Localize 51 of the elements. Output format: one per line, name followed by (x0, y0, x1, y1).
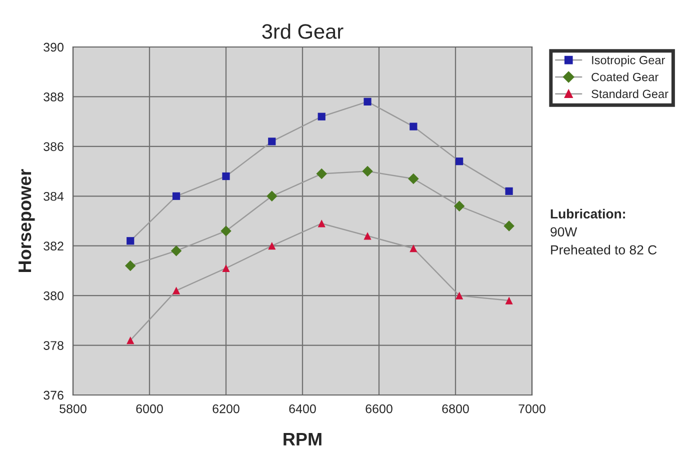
x-tick-label: 7000 (518, 404, 546, 414)
point (505, 187, 513, 195)
point (220, 226, 232, 236)
legend-label: Isotropic Gear (592, 56, 665, 67)
y-tick-label: 388 (44, 92, 64, 102)
point (318, 112, 326, 120)
point (316, 168, 328, 180)
point (222, 264, 230, 272)
chart-title: 3rd Gear (262, 24, 344, 39)
point (318, 220, 326, 228)
point (170, 245, 182, 256)
y-tick-label: 376 (44, 390, 64, 400)
x-tick-label: 6400 (289, 404, 316, 414)
point (126, 336, 134, 344)
x-axis-title: RPM (284, 433, 322, 446)
point (408, 173, 419, 184)
x-tick-label: 6200 (212, 404, 240, 414)
y-tick-label: 380 (44, 291, 64, 300)
text: Preheated to 82 C (551, 244, 657, 255)
point (456, 158, 464, 166)
point (456, 292, 464, 300)
point (268, 138, 276, 146)
legend-label: Coated Gear (592, 72, 658, 82)
y-tick-label: 386 (44, 142, 64, 152)
x-tick-label: 6800 (442, 404, 469, 414)
point (126, 237, 134, 245)
point (172, 192, 180, 200)
text: Lubrication: (550, 208, 625, 219)
y-tick-label: 378 (44, 341, 64, 350)
y-tick-label: 390 (44, 42, 64, 52)
point (454, 200, 465, 212)
legend-label: Standard Gear (592, 89, 668, 98)
point (364, 98, 372, 106)
text: 90W (550, 227, 578, 237)
point (268, 242, 276, 250)
x-tick-label: 6000 (136, 404, 163, 414)
point (410, 244, 418, 252)
y-axis-title: Horsepower (18, 169, 35, 272)
point (172, 286, 180, 294)
point (504, 220, 514, 232)
point (362, 166, 373, 177)
x-tick-label: 5800 (60, 404, 86, 414)
x-tick-label: 6600 (366, 404, 392, 414)
point (222, 172, 230, 180)
y-tick-label: 384 (44, 192, 64, 201)
point (364, 232, 372, 240)
point (266, 190, 278, 202)
point (124, 260, 136, 272)
y-tick-label: 382 (44, 242, 64, 251)
point (410, 122, 418, 130)
point (505, 296, 513, 304)
